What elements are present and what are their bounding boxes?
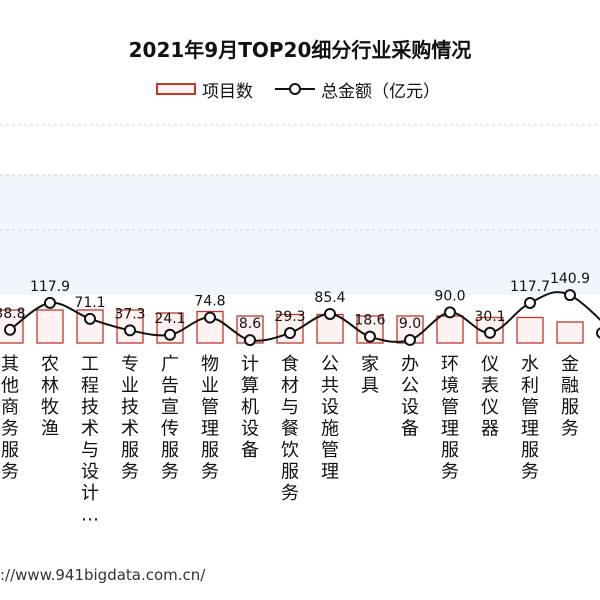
amount-point-13	[484, 326, 496, 339]
bar-15	[556, 321, 584, 344]
amount-point-1	[4, 323, 16, 336]
category-label-2: 农林牧渔	[41, 354, 59, 440]
category-label-8: 食材与餐饮服务	[281, 354, 299, 504]
category-label-10: 家具	[361, 354, 379, 397]
data-label-1: 38.8	[0, 306, 26, 322]
category-label-14: 水利管理服务	[521, 354, 539, 483]
legend-line-label: 总金额（亿元）	[321, 81, 440, 102]
data-label-13: 30.1	[474, 309, 505, 325]
chart-legend: 项目数 总金额（亿元）	[156, 77, 462, 102]
plot-band	[0, 175, 600, 295]
category-label-5: 广告宣传服务	[161, 354, 179, 483]
amount-point-10	[364, 330, 376, 343]
amount-line	[9, 291, 600, 343]
data-label-9: 85.4	[314, 290, 345, 306]
amount-point-11	[404, 333, 416, 346]
category-label-3: 工程技术与设计…	[81, 354, 99, 526]
data-label-15: 140.9	[550, 271, 590, 287]
amount-point-2	[44, 296, 56, 309]
bar-14	[516, 316, 544, 344]
data-label-7: 8.6	[239, 316, 261, 332]
category-label-13: 仪表仪器	[481, 354, 499, 440]
chart-title: 2021年9月TOP20细分行业采购情况	[128, 38, 472, 62]
category-label-12: 环境管理服务	[441, 354, 459, 483]
data-label-3: 71.1	[74, 295, 105, 311]
legend-item-line: 总金额（亿元）	[275, 77, 440, 102]
legend-bar-label: 项目数	[202, 81, 253, 102]
data-label-2: 117.9	[30, 279, 70, 295]
amount-point-8	[284, 327, 296, 340]
legend-item-bar: 项目数	[156, 77, 253, 102]
bar-2	[36, 309, 64, 344]
data-label-4: 37.3	[114, 306, 145, 322]
category-label-1: 其他商务服务	[1, 354, 19, 483]
data-label-8: 29.3	[274, 309, 305, 325]
category-label-4: 专业技术服务	[121, 354, 139, 483]
amount-point-offscreen	[596, 327, 600, 339]
amount-point-5	[164, 328, 176, 341]
data-label-10: 18.6	[354, 313, 385, 329]
data-label-12: 90.0	[434, 288, 465, 304]
amount-point-15	[564, 289, 576, 302]
amount-point-14	[524, 296, 536, 309]
amount-point-6	[204, 311, 216, 324]
category-label-7: 计算机设备	[241, 354, 259, 461]
category-label-6: 物业管理服务	[201, 354, 219, 483]
source-url: ://www.941bigdata.com.cn/	[0, 566, 206, 584]
category-label-15: 金融服务	[561, 354, 579, 440]
legend-bar-swatch	[156, 83, 196, 95]
amount-point-9	[324, 307, 336, 320]
bar-12	[436, 315, 464, 344]
data-label-5: 24.1	[154, 311, 185, 327]
amount-point-12	[444, 306, 456, 319]
amount-point-3	[84, 312, 96, 325]
amount-point-4	[124, 324, 136, 337]
amount-point-7	[244, 334, 256, 347]
category-label-9: 公共设施管理	[321, 354, 339, 483]
data-label-11: 9.0	[399, 316, 421, 332]
data-label-6: 74.8	[194, 294, 225, 310]
category-label-11: 办公设备	[401, 354, 419, 440]
data-label-14: 117.7	[510, 279, 550, 295]
legend-line-swatch	[275, 83, 315, 95]
